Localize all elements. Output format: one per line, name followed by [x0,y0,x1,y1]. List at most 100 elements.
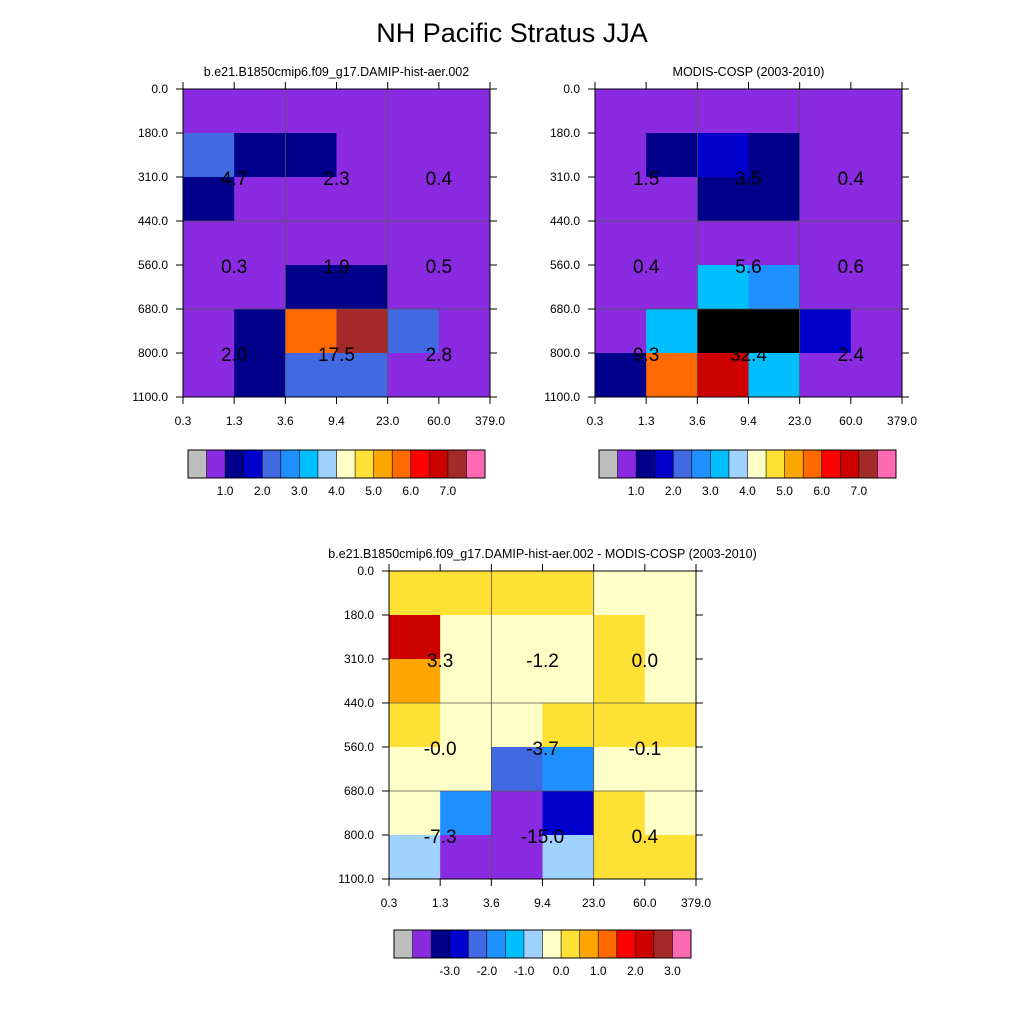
heatmap-cell [697,309,749,354]
y-tick-label: 180.0 [550,126,580,140]
heatmap-cell [438,177,491,222]
colorbar-label: 6.0 [813,484,830,498]
heatmap-cell [389,835,441,880]
heatmap-cell [697,353,749,398]
heatmap-cell [646,221,698,266]
chart-panel-2: MODIS-COSP (2003-2010) 0.3 1.3 3.6 9.4 23.0 60… [544,65,917,498]
cell-value-label: -7.3 [424,827,457,848]
heatmap-cell [183,89,235,134]
cell-value-label: 0.0 [632,651,658,672]
colorbar-swatch [243,450,263,478]
cell-value-label: 3.3 [427,651,453,672]
x-tick-label: 23.0 [376,414,400,428]
colorbar-label: 1.0 [217,484,234,498]
heatmap-cell [440,703,492,748]
heatmap-cell [389,659,441,704]
x-tick-label: 0.3 [381,896,398,910]
heatmap-cell [183,265,235,310]
heatmap-cell [387,177,440,222]
cell-value-label: 2.4 [838,345,865,366]
heatmap-cell [183,177,235,222]
colorbar-label: 2.0 [627,964,644,978]
colorbar-swatch [803,450,823,478]
heatmap-cell [542,747,595,792]
heatmap-cell [748,265,801,310]
heatmap-cell [593,703,646,748]
colorbar-swatch [673,450,693,478]
x-tick-label: 9.4 [740,414,757,428]
x-tick-label: 9.4 [534,896,551,910]
heatmap-cell [593,571,646,616]
heatmap-cell [183,309,235,354]
cell-value-label: -0.1 [628,739,661,760]
heatmap-cell [748,309,801,354]
colorbar-swatch [599,450,618,478]
colorbar-swatch [412,930,432,958]
colorbar-swatch [877,450,897,478]
heatmap-cell [285,133,337,178]
cell-value-label: 17.5 [318,345,355,366]
colorbar-swatch [280,450,300,478]
y-tick-label: 310.0 [344,652,374,666]
heatmap-cell [850,89,903,134]
y-tick-label: 0.0 [563,82,580,96]
y-tick-label: 440.0 [138,214,168,228]
cell-value-label: 9.3 [633,345,659,366]
cell-value-label: 32.4 [730,345,767,366]
heatmap-cell [595,221,647,266]
colorbar: 1.0 2.0 3.0 4.0 5.0 6.0 7.0 [598,449,897,498]
cell-value-label: -15.0 [521,827,564,848]
colorbar-swatch [486,930,506,958]
cell-value-label: 0.4 [632,827,659,848]
colorbar-label: 2.0 [665,484,682,498]
heatmap-cell [595,309,647,354]
x-tick-label: 9.4 [328,414,345,428]
heatmap-cell [646,353,698,398]
colorbar-label: 3.0 [702,484,719,498]
colorbar-swatch [598,930,618,958]
colorbar-swatch [840,450,860,478]
y-tick-label: 1100.0 [544,390,580,404]
colorbar-swatch [373,450,393,478]
y-tick-label: 560.0 [138,258,168,272]
heatmap-cell [336,133,389,178]
heatmap-cell [799,133,852,178]
colorbar-swatch [523,930,543,958]
y-tick-label: 310.0 [138,170,168,184]
colorbar-label: 5.0 [365,484,382,498]
heatmap-cell [748,89,801,134]
colorbar-swatch [821,450,841,478]
colorbar-swatch [858,450,878,478]
heatmap-cell [336,353,389,398]
colorbar: -3.0 -2.0 -1.0 0.0 1.0 2.0 3.0 [393,929,692,978]
x-tick-label: 60.0 [633,896,657,910]
heatmap-cell [438,133,491,178]
heatmap-cell [285,309,337,354]
y-tick-label: 800.0 [344,828,374,842]
x-tick-label: 379.0 [887,414,917,428]
heatmap-cell [336,89,389,134]
heatmap-cell [387,89,440,134]
colorbar-swatch [784,450,804,478]
heatmap-cell [595,133,647,178]
y-tick-label: 800.0 [138,346,168,360]
x-tick-label: 0.3 [587,414,604,428]
y-tick-label: 680.0 [344,784,374,798]
cell-value-label: 5.6 [735,257,761,278]
x-tick-label: 23.0 [582,896,606,910]
heatmap-cell [285,221,337,266]
cell-value-label: 0.4 [633,257,660,278]
heatmap-cell [491,791,543,836]
heatmap-cell [389,703,441,748]
y-tick-label: 1100.0 [338,872,374,886]
chart-panel-3: b.e21.B1850cmip6.f09_g17.DAMIP-hist-aer.… [328,547,756,978]
heatmap-cell [440,791,492,836]
cell-value-label: 0.3 [221,257,247,278]
colorbar-label: 1.0 [628,484,645,498]
colorbar-frame [393,929,692,959]
heatmap-cell [491,571,543,616]
heatmap-cell [799,265,852,310]
heatmap-cell [646,133,698,178]
cell-value-label: 4.7 [221,169,247,190]
